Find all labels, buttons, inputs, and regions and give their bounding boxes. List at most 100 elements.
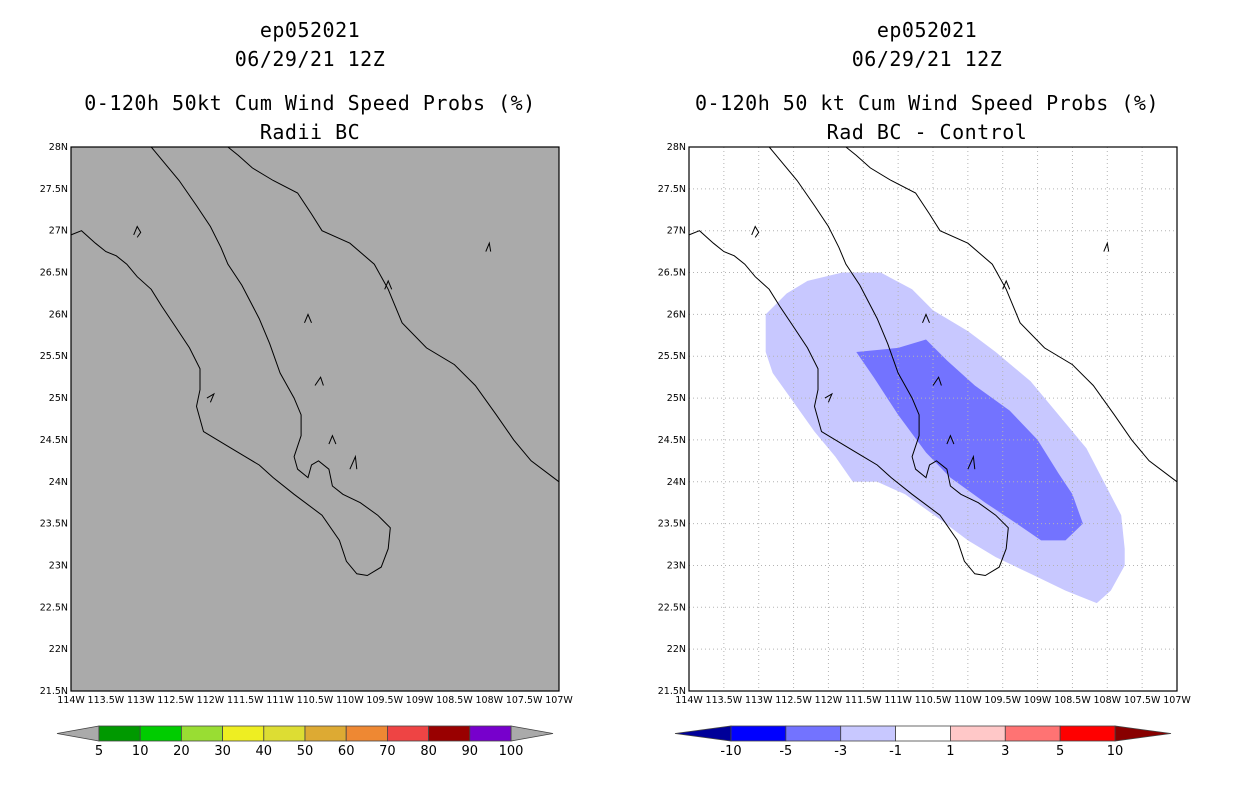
colorbar-label: 100 bbox=[499, 744, 524, 759]
y-tick-label: 26N bbox=[49, 309, 68, 320]
island-outline bbox=[133, 225, 142, 238]
colorbar-low-end bbox=[56, 725, 100, 742]
y-tick-label: 25.5N bbox=[658, 351, 686, 362]
x-tick-label: 109W bbox=[406, 695, 434, 706]
x-tick-label: 107.5W bbox=[1124, 695, 1161, 706]
island-outline bbox=[946, 434, 955, 445]
coastline-mainland bbox=[845, 146, 1178, 483]
x-tick-label: 108W bbox=[1094, 695, 1122, 706]
colorbar-swatch bbox=[469, 725, 512, 742]
x-tick-label: 111W bbox=[266, 695, 294, 706]
colorbar-swatch bbox=[730, 725, 787, 742]
y-tick-label: 23.5N bbox=[40, 519, 68, 530]
colorbar-label: 40 bbox=[256, 744, 273, 759]
island-outline bbox=[1002, 279, 1011, 290]
x-tick-label: 114W bbox=[57, 695, 85, 706]
colorbar-swatch bbox=[895, 725, 951, 742]
x-tick-label: 111.5W bbox=[845, 695, 882, 706]
right-storm-id: ep052021 bbox=[876, 18, 978, 42]
colorbar-swatch bbox=[386, 725, 429, 742]
colorbar-swatch bbox=[345, 725, 388, 742]
y-tick-label: 21.5N bbox=[658, 686, 686, 697]
colorbar-label: -3 bbox=[834, 744, 847, 759]
y-tick-label: 21.5N bbox=[40, 686, 68, 697]
right-chart-subtitle: Rad BC - Control bbox=[826, 120, 1028, 144]
y-tick-label: 25N bbox=[667, 393, 686, 404]
x-tick-label: 113.5W bbox=[88, 695, 125, 706]
x-tick-label: 109W bbox=[1024, 695, 1052, 706]
island-outline bbox=[384, 279, 393, 290]
colorbar-low-end bbox=[674, 725, 732, 742]
x-tick-label: 110.5W bbox=[915, 695, 952, 706]
colorbar-swatch bbox=[180, 725, 223, 742]
plot-frame bbox=[688, 146, 1178, 692]
y-tick-label: 27.5N bbox=[40, 184, 68, 195]
x-tick-label: 108W bbox=[476, 695, 504, 706]
y-tick-label: 26.5N bbox=[658, 268, 686, 279]
left-chart-title: 0-120h 50kt Cum Wind Speed Probs (%) bbox=[84, 91, 536, 115]
coastline-baja bbox=[70, 146, 391, 577]
island-outline bbox=[206, 392, 215, 403]
y-tick-label: 23.5N bbox=[658, 519, 686, 530]
island-outline bbox=[932, 376, 942, 386]
colorbar-high-end bbox=[510, 725, 554, 742]
left-datetime: 06/29/21 12Z bbox=[234, 47, 386, 71]
coastline-baja bbox=[688, 146, 1009, 577]
y-tick-label: 24.5N bbox=[40, 435, 68, 446]
y-tick-label: 22.5N bbox=[658, 602, 686, 613]
colorbar-label: 5 bbox=[1056, 744, 1064, 759]
island-outline bbox=[922, 313, 930, 323]
x-tick-label: 107W bbox=[545, 695, 573, 706]
colorbar-swatch bbox=[785, 725, 842, 742]
x-tick-label: 111.5W bbox=[227, 695, 264, 706]
island-outline bbox=[751, 225, 760, 238]
island-outline bbox=[328, 434, 337, 445]
y-tick-label: 25N bbox=[49, 393, 68, 404]
x-tick-label: 110.5W bbox=[297, 695, 334, 706]
left-chart-subtitle: Radii BC bbox=[259, 120, 361, 144]
x-tick-label: 109.5W bbox=[366, 695, 403, 706]
colorbar-label: 50 bbox=[297, 744, 314, 759]
y-tick-label: 25.5N bbox=[40, 351, 68, 362]
island-outline bbox=[824, 392, 833, 403]
island-outline bbox=[304, 313, 312, 323]
colorbar-swatch bbox=[304, 725, 347, 742]
y-tick-label: 23N bbox=[49, 560, 68, 571]
x-tick-label: 113.5W bbox=[706, 695, 743, 706]
colorbar-label: 10 bbox=[1107, 744, 1124, 759]
x-tick-label: 114W bbox=[675, 695, 703, 706]
colorbar-label: 1 bbox=[946, 744, 954, 759]
y-tick-label: 27.5N bbox=[658, 184, 686, 195]
colorbar-high-end bbox=[1114, 725, 1172, 742]
y-tick-label: 24N bbox=[667, 477, 686, 488]
colorbar-label: 30 bbox=[214, 744, 231, 759]
y-tick-label: 27N bbox=[49, 226, 68, 237]
y-tick-label: 27N bbox=[667, 226, 686, 237]
coastline-mainland bbox=[227, 146, 560, 483]
right-datetime: 06/29/21 12Z bbox=[851, 47, 1003, 71]
x-tick-label: 112.5W bbox=[775, 695, 812, 706]
island-outline bbox=[349, 454, 358, 470]
island-outline bbox=[967, 454, 976, 470]
colorbar-label: -5 bbox=[779, 744, 792, 759]
colorbar-swatch bbox=[98, 725, 141, 742]
y-tick-label: 22N bbox=[667, 644, 686, 655]
x-tick-label: 111W bbox=[884, 695, 912, 706]
colorbar-label: 60 bbox=[338, 744, 355, 759]
chart-panel-1: 21.5N 22N 22.5N 23N 23.5N 24N 24.5N 25N 25.5N 26N… bbox=[40, 142, 574, 759]
colorbar-swatch bbox=[1004, 725, 1061, 742]
colorbar-label: -10 bbox=[720, 744, 741, 759]
y-tick-label: 28N bbox=[49, 142, 68, 153]
x-tick-label: 113W bbox=[745, 695, 773, 706]
colorbar-swatch bbox=[428, 725, 471, 742]
x-tick-label: 107W bbox=[1163, 695, 1191, 706]
colorbar-label: 5 bbox=[95, 744, 103, 759]
right-chart-title: 0-120h 50 kt Cum Wind Speed Probs (%) bbox=[694, 91, 1160, 115]
x-tick-label: 108.5W bbox=[1054, 695, 1091, 706]
island-outline bbox=[485, 241, 492, 252]
colorbar-swatch bbox=[840, 725, 896, 742]
colorbar-swatch bbox=[139, 725, 182, 742]
x-tick-label: 109.5W bbox=[984, 695, 1021, 706]
colorbar-swatch bbox=[1059, 725, 1116, 742]
